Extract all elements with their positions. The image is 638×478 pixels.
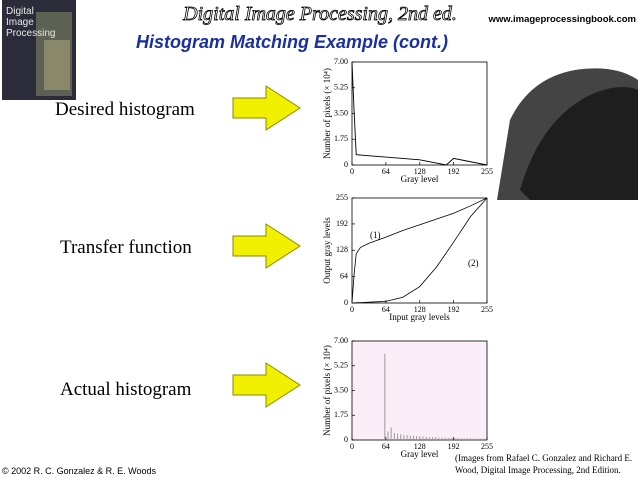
cover-title: Digital <box>6 6 34 17</box>
y-tick-label: 5.25 <box>334 83 348 92</box>
y-tick-label: 192 <box>336 219 348 228</box>
x-tick-label: 255 <box>481 305 493 314</box>
y-axis-label: Number of pixels (× 10⁴) <box>322 345 332 436</box>
y-tick-label: 3.50 <box>334 108 348 117</box>
row-label: Desired histogram <box>55 99 195 120</box>
x-tick-label: 128 <box>414 442 426 451</box>
y-tick-label: 128 <box>336 245 348 254</box>
row-label: Transfer function <box>60 237 192 258</box>
x-tick-label: 192 <box>448 305 460 314</box>
y-tick-label: 0 <box>344 298 348 307</box>
x-tick-label: 255 <box>481 442 493 451</box>
slide-title: Histogram Matching Example (cont.) <box>136 32 448 52</box>
caption: Wood, Digital Image Processing, 2nd Edit… <box>455 465 621 475</box>
line-series <box>351 197 488 304</box>
annotation: (1) <box>370 230 381 240</box>
x-axis-label: Gray level <box>401 449 439 459</box>
line-series <box>351 61 488 166</box>
copyright: © 2002 R. C. Gonzalez & R. E. Woods <box>2 466 157 476</box>
moon-shadow <box>520 86 638 200</box>
cover-art <box>44 40 70 90</box>
caption: (Images from Rafael C. Gonzalez and Rich… <box>455 453 632 463</box>
arrow <box>232 85 301 131</box>
y-tick-label: 3.50 <box>334 385 348 394</box>
arrow <box>232 223 301 269</box>
x-tick-label: 64 <box>382 305 390 314</box>
arrow <box>232 362 301 408</box>
cover-title: Image <box>6 17 34 28</box>
y-tick-label: 7.00 <box>334 57 348 66</box>
x-tick-label: 0 <box>350 305 354 314</box>
y-tick-label: 0 <box>344 160 348 169</box>
x-tick-label: 0 <box>350 442 354 451</box>
x-axis-label: Gray level <box>401 174 439 184</box>
y-tick-label: 5.25 <box>334 361 348 370</box>
x-tick-label: 0 <box>350 167 354 176</box>
y-axis-label: Number of pixels (× 10⁴) <box>322 68 332 159</box>
y-tick-label: 1.75 <box>334 134 348 143</box>
x-tick-label: 64 <box>382 167 390 176</box>
x-tick-label: 192 <box>448 167 460 176</box>
x-tick-label: 64 <box>382 442 390 451</box>
plot-background <box>352 341 487 440</box>
annotation: (2) <box>468 258 479 268</box>
y-tick-label: 0 <box>344 435 348 444</box>
website: www.imageprocessingbook.com <box>488 14 636 25</box>
book-title: Digital Image Processing, 2nd ed. <box>182 3 457 25</box>
x-tick-label: 128 <box>414 305 426 314</box>
y-tick-label: 64 <box>340 271 348 280</box>
y-axis-label: Output gray levels <box>322 217 332 284</box>
y-tick-label: 7.00 <box>334 336 348 345</box>
x-tick-label: 128 <box>414 167 426 176</box>
x-tick-label: 192 <box>448 442 460 451</box>
line-series <box>352 197 488 304</box>
x-tick-label: 255 <box>481 167 493 176</box>
cover-title: Processing <box>6 28 55 39</box>
y-tick-label: 1.75 <box>334 410 348 419</box>
row-label: Actual histogram <box>60 379 192 400</box>
y-tick-label: 255 <box>336 193 348 202</box>
x-axis-label: Input gray levels <box>389 312 450 322</box>
